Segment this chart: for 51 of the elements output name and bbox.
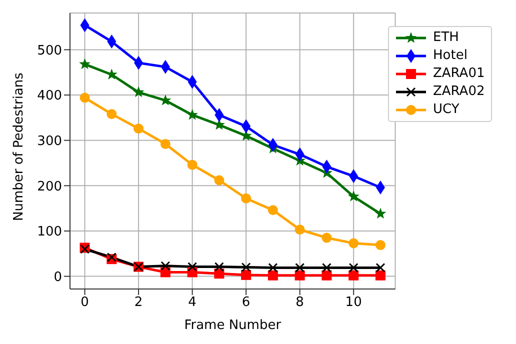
point: [80, 92, 90, 103]
point: [268, 205, 278, 216]
x-tick-label: 6: [242, 295, 250, 310]
legend-label: ETH: [433, 30, 459, 46]
x-tick-label: 2: [134, 295, 143, 310]
point: [79, 58, 90, 70]
point: [134, 124, 144, 134]
point: [322, 270, 332, 280]
point: [294, 224, 305, 235]
x-tick-label: 0: [80, 295, 89, 310]
point: [241, 193, 252, 204]
point: [375, 270, 386, 280]
point: [322, 262, 332, 272]
y-tick-label: 300: [37, 134, 62, 149]
point: [294, 270, 305, 280]
point: [348, 238, 359, 248]
point: [375, 240, 386, 250]
point: [241, 270, 252, 280]
y-axis-title: Number of Pedestrians: [12, 72, 27, 221]
legend-label: Hotel: [433, 48, 468, 64]
y-tick-label: 500: [37, 43, 62, 58]
x-tick-label: 8: [296, 295, 304, 310]
y-tick-label: 200: [37, 179, 62, 194]
x-tick-label: 4: [188, 295, 196, 310]
y-tick-label: 100: [37, 224, 62, 240]
point: [214, 262, 224, 272]
point: [376, 262, 386, 272]
point: [322, 232, 332, 243]
point: [268, 270, 278, 280]
point: [214, 175, 224, 186]
legend-label: ZARA01: [433, 66, 485, 82]
y-tick-label: 0: [54, 270, 62, 285]
point: [374, 208, 386, 219]
point: [348, 190, 360, 202]
point: [241, 262, 251, 272]
point: [295, 262, 305, 272]
point: [106, 109, 117, 120]
legend-label: UCY: [433, 102, 460, 118]
point: [348, 270, 359, 280]
legend-label: ZARA02: [433, 84, 485, 100]
point: [186, 108, 198, 120]
point: [160, 261, 170, 271]
point: [132, 86, 144, 98]
point: [188, 262, 198, 272]
x-axis-title: Frame Number: [184, 318, 282, 333]
y-tick-label: 400: [37, 88, 62, 104]
x-tick-label: 10: [345, 295, 362, 310]
point: [268, 262, 278, 272]
point: [160, 138, 170, 149]
point: [348, 262, 358, 272]
point: [187, 160, 198, 170]
